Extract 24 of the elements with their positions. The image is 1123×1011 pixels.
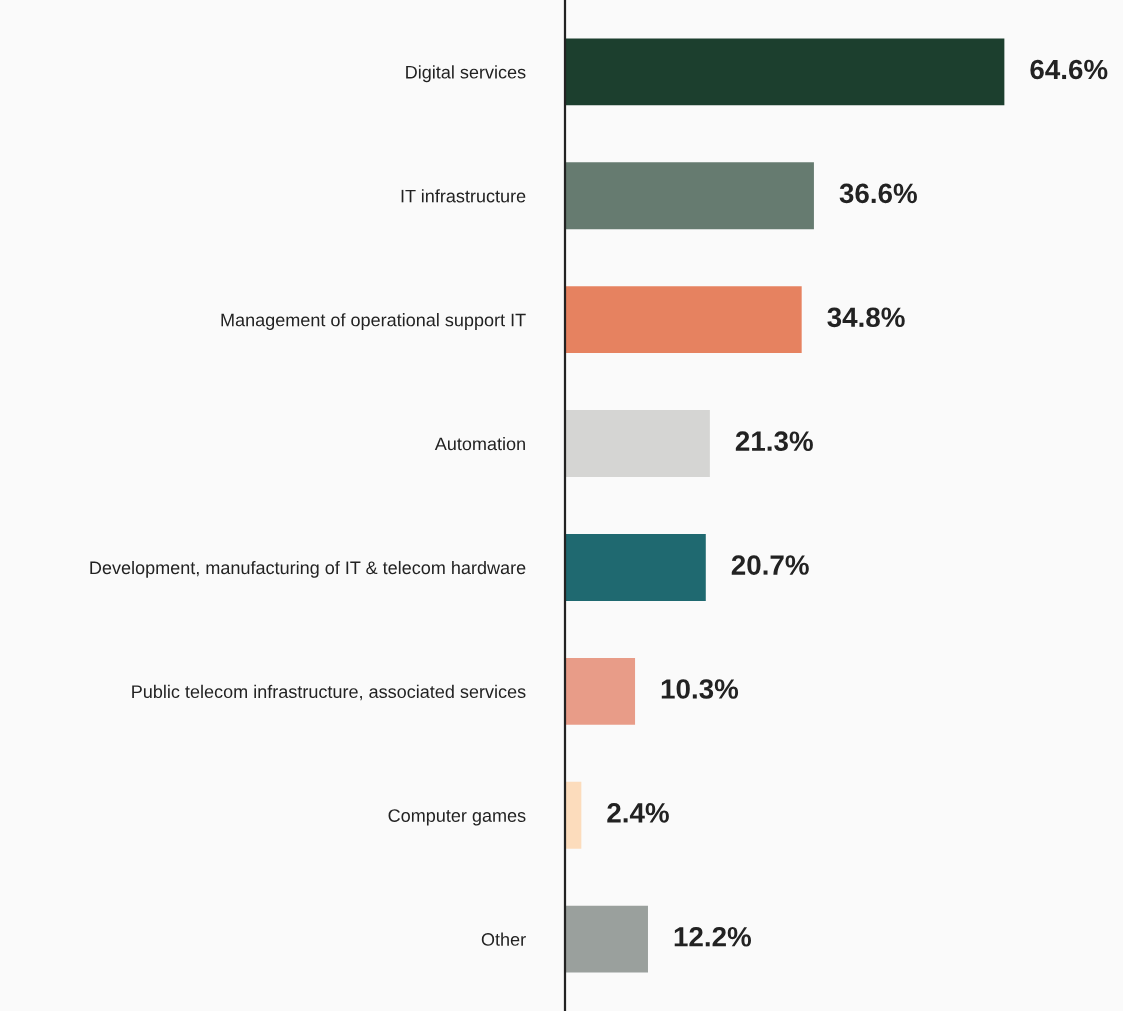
bar [565, 781, 582, 849]
data-label: 20.7% [731, 555, 809, 575]
data-label: 34.8% [827, 307, 905, 328]
y-tick-label: IT infrastructure [401, 189, 526, 203]
data-label: 36.6% [839, 183, 917, 204]
data-label: 10.3% [661, 679, 739, 699]
y-tick-label: Development, manufacturing of IT & telecom hardware [90, 560, 526, 578]
bar [565, 905, 648, 973]
bar [565, 286, 802, 354]
bar [565, 38, 1005, 106]
data-label: 12.2% [674, 926, 752, 947]
y-tick-label: Other [481, 932, 526, 946]
data-label: 64.6% [1030, 59, 1108, 80]
bar [565, 162, 814, 230]
data-label: 2.4% [607, 803, 669, 823]
bar [565, 410, 710, 477]
bar [565, 657, 636, 725]
y-tick-label: Automation [434, 437, 525, 451]
bar [565, 534, 706, 601]
y-tick-label: Computer games [388, 809, 526, 826]
y-tick-label: Management of operational support IT [221, 313, 526, 330]
y-tick-label: Public telecom infrastructure, associated services [132, 684, 526, 701]
y-tick-label: Digital services [406, 65, 526, 83]
data-label: 21.3% [735, 431, 813, 452]
